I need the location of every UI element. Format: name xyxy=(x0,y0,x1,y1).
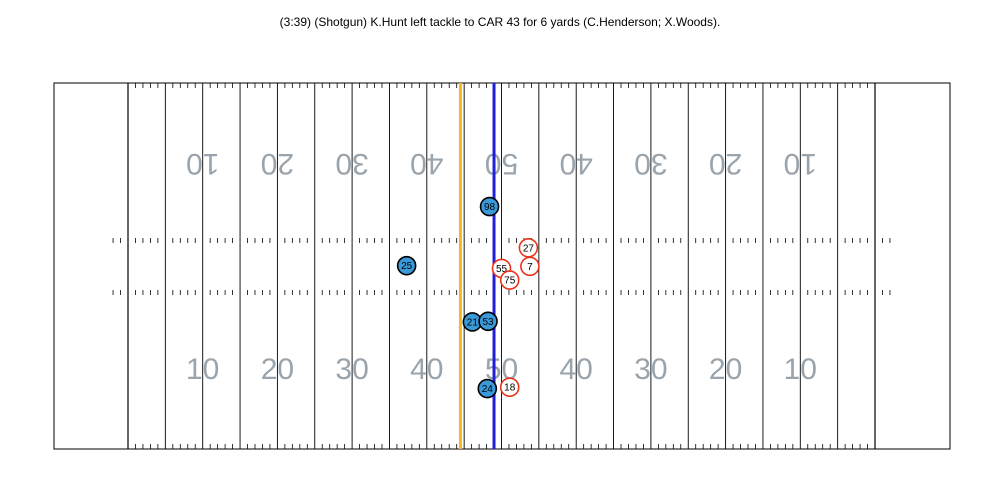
yard-number-bottom: 30 xyxy=(634,353,667,386)
defense-player: 75 xyxy=(499,270,520,290)
yard-number-bottom: 10 xyxy=(784,353,817,386)
offense-player-jersey: 53 xyxy=(482,317,494,328)
offense-player-jersey: 98 xyxy=(484,202,496,213)
offense-player-marker xyxy=(479,196,500,217)
yard-number-top: 40 xyxy=(410,147,443,180)
yard-number-top: 20 xyxy=(709,147,742,180)
offense-player: 25 xyxy=(396,255,417,276)
yard-number-top: 20 xyxy=(261,147,294,180)
offense-player-marker xyxy=(477,378,498,399)
yard-number-bottom: 30 xyxy=(335,353,368,386)
yard-number-bottom: 40 xyxy=(410,353,443,386)
yard-number-top: 30 xyxy=(634,147,667,180)
offense-player: 98 xyxy=(479,196,500,217)
defense-player: 7 xyxy=(520,256,540,277)
offense-player: 24 xyxy=(477,378,498,399)
defense-player-jersey: 55 xyxy=(496,264,508,275)
offense-player-jersey: 21 xyxy=(467,317,479,328)
offense-player-marker xyxy=(478,311,498,332)
offense-player-marker xyxy=(396,255,417,276)
field-grid xyxy=(112,83,891,449)
yard-number-bottom: 40 xyxy=(560,353,593,386)
yard-number-bottom: 20 xyxy=(261,353,294,386)
play-description: (3:39) (Shotgun) K.Hunt left tackle to C… xyxy=(279,15,721,29)
yard-number-top: 10 xyxy=(186,147,219,180)
offense-player-jersey: 25 xyxy=(401,261,413,272)
defense-player-marker xyxy=(520,256,540,277)
yard-number-top: 10 xyxy=(784,147,817,180)
defense-player: 18 xyxy=(499,377,520,397)
defense-player-jersey: 18 xyxy=(504,383,516,394)
offense-player: 53 xyxy=(478,311,498,332)
yard-number-top: 30 xyxy=(335,147,368,180)
defense-player-jersey: 75 xyxy=(504,276,516,287)
defense-player-marker xyxy=(499,377,520,397)
defense-player: 27 xyxy=(518,238,539,258)
yard-number-top: 50 xyxy=(485,147,518,180)
players: 25 98 21 53 24 27 55 7 75 18 xyxy=(396,196,540,399)
yard-number-bottom: 20 xyxy=(709,353,742,386)
defense-player-marker xyxy=(499,270,520,290)
defense-player-jersey: 27 xyxy=(523,243,535,254)
defense-player-jersey: 7 xyxy=(527,262,533,273)
yard-number-bottom: 10 xyxy=(186,353,219,386)
yard-number-top: 40 xyxy=(560,147,593,180)
offense-player-jersey: 24 xyxy=(482,384,494,395)
